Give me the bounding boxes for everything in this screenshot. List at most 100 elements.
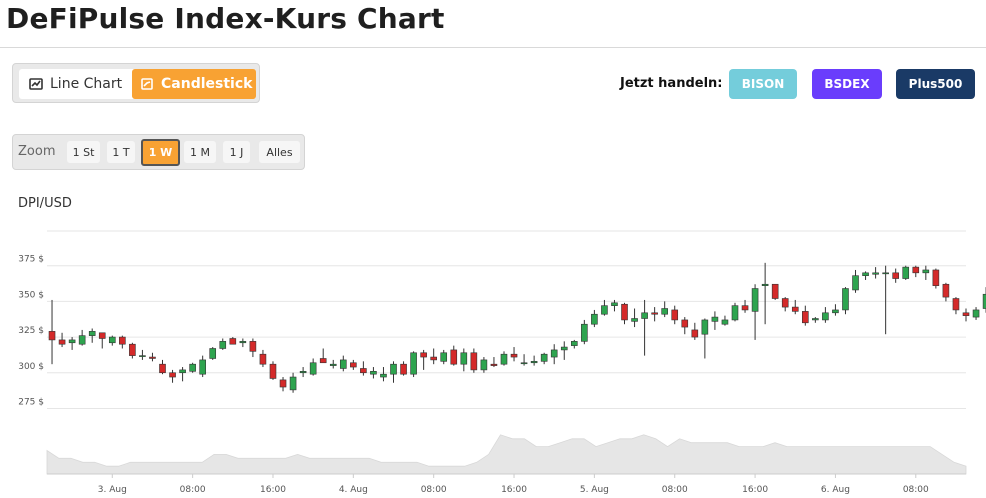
candle-body — [169, 372, 176, 378]
candle — [761, 262, 769, 325]
candle — [440, 349, 448, 365]
zoom-1-month-button[interactable]: 1 M — [184, 141, 216, 163]
candle — [681, 317, 689, 335]
candle — [852, 269, 859, 293]
x-tick-label: 3. Aug — [98, 485, 127, 495]
candle-body — [380, 373, 387, 378]
y-tick-label: 300 $ — [18, 362, 44, 372]
candle-body — [691, 329, 699, 338]
bsdex-label: BSDEX — [824, 77, 870, 91]
bsdex-button[interactable]: BSDEX — [812, 69, 882, 99]
candle-body — [771, 283, 779, 299]
candle-body — [279, 379, 287, 388]
candle — [470, 348, 478, 373]
candle — [339, 355, 347, 372]
candle — [882, 265, 889, 335]
plus500-label: Plus500 — [908, 77, 963, 91]
zoom-1-week-button[interactable]: 1 W — [141, 139, 180, 166]
candle — [149, 352, 156, 362]
candle-body — [269, 363, 277, 379]
candle-body — [390, 363, 397, 375]
candle — [189, 362, 196, 373]
candle-body — [360, 368, 367, 374]
line-chart-button[interactable]: Line Chart — [19, 69, 137, 99]
candle — [631, 308, 638, 328]
candle-body — [982, 293, 986, 309]
candle-body — [962, 312, 970, 316]
candle — [731, 302, 739, 322]
zoom-1-year-button[interactable]: 1 J — [223, 141, 250, 163]
y-tick-label: 325 $ — [18, 326, 44, 336]
candle — [279, 377, 287, 392]
candle — [139, 349, 146, 360]
candle-body — [350, 362, 357, 368]
candle — [88, 328, 96, 343]
candle-body — [802, 311, 809, 324]
candle — [570, 339, 578, 349]
candle — [520, 354, 528, 366]
candle — [560, 341, 568, 360]
zoom-all-button[interactable]: Alles — [259, 141, 300, 163]
candle-body — [570, 341, 578, 346]
candle — [771, 283, 779, 300]
candle-body — [751, 288, 759, 312]
candle — [701, 318, 709, 359]
zoom-1-day-label: 1 T — [112, 145, 130, 159]
candle — [721, 315, 729, 326]
candle — [319, 348, 327, 364]
candle-body — [872, 272, 879, 275]
candle — [119, 335, 126, 349]
candle-body — [370, 371, 377, 375]
candle — [822, 307, 829, 323]
candle-body — [309, 362, 317, 375]
candle-body — [671, 309, 679, 321]
candle-body — [500, 353, 508, 365]
candle-body — [450, 349, 458, 365]
candle — [621, 302, 628, 325]
zoom-1-hour-label: 1 St — [72, 145, 95, 159]
zoom-1-day-button[interactable]: 1 T — [107, 141, 135, 163]
title-divider — [0, 47, 986, 48]
y-axis-labels: 275 $ 300 $ 325 $ 350 $ 375 $ — [18, 255, 44, 408]
candle-body — [611, 302, 618, 306]
candle — [550, 344, 558, 365]
candle — [78, 329, 86, 346]
candlestick-chart[interactable]: 275 $ 300 $ 325 $ 350 $ 375 $ 3. Aug 08:00 16:… — [0, 222, 986, 498]
zoom-1-hour-button[interactable]: 1 St — [67, 141, 100, 163]
candle-body — [922, 269, 930, 274]
candle — [530, 355, 538, 366]
zoom-1-month-label: 1 M — [190, 145, 210, 159]
candle-body — [299, 371, 307, 374]
candle — [892, 268, 899, 283]
line-chart-icon — [29, 78, 43, 90]
candle — [982, 287, 986, 313]
candle-body — [882, 272, 889, 275]
candle-body — [550, 349, 558, 358]
candle-body — [229, 338, 237, 345]
candle — [962, 308, 970, 322]
bison-button[interactable]: BISON — [729, 69, 797, 99]
candle — [269, 361, 277, 380]
x-axis-labels: 3. Aug 08:00 16:00 4. Aug 08:00 16:00 5. Aug 08… — [98, 474, 929, 495]
plus500-button[interactable]: Plus500 — [896, 69, 975, 99]
candle — [591, 309, 598, 328]
candle — [781, 297, 789, 312]
x-tick-label: 08:00 — [662, 485, 688, 495]
candlestick-button[interactable]: Candlestick — [132, 69, 256, 99]
candle-body — [470, 352, 478, 371]
candle — [540, 352, 548, 365]
candles — [48, 262, 986, 393]
page-title: DeFiPulse Index-Kurs Chart — [6, 2, 445, 35]
y-tick-label: 350 $ — [18, 290, 44, 300]
candle — [490, 357, 498, 368]
zoom-label: Zoom — [18, 144, 56, 159]
candle — [691, 322, 699, 340]
x-tick-label: 16:00 — [501, 485, 527, 495]
candle-body — [591, 313, 598, 325]
candle-body — [249, 341, 257, 352]
candle-body — [520, 362, 528, 365]
candle-body — [581, 323, 588, 342]
zoom-bar: Zoom 1 St 1 T 1 W 1 M 1 J Alles — [12, 134, 305, 170]
candle-body — [400, 363, 407, 375]
candle-body — [490, 363, 498, 366]
